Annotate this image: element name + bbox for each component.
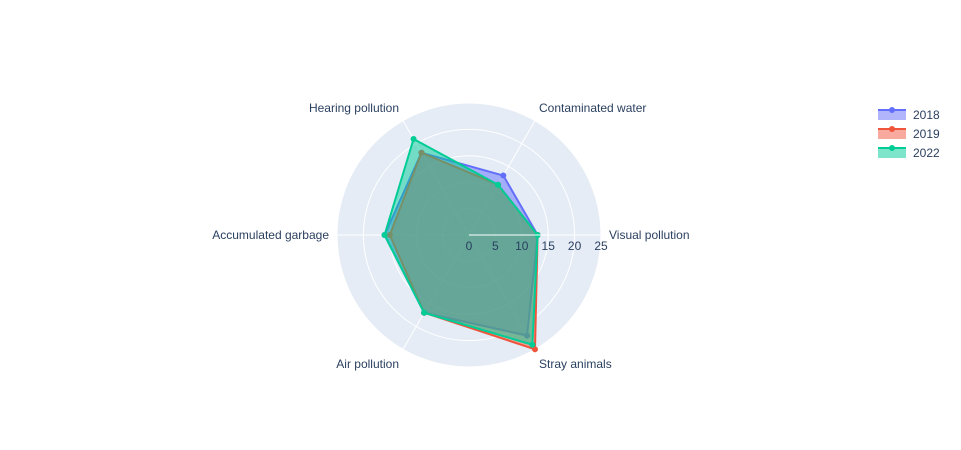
category-label: Visual pollution [609,228,690,242]
data-point [532,346,538,353]
legend-swatch [878,129,906,139]
legend-marker [889,145,895,151]
data-point [410,135,417,142]
data-point [381,232,388,238]
category-labels: Visual pollution Contaminated water Hearin… [212,101,689,371]
data-point [495,181,502,188]
category-label: Accumulated garbage [212,228,329,242]
legend-item-2018[interactable]: 2018 [878,107,940,122]
legend-marker [889,107,895,113]
category-label: Contaminated water [539,101,646,115]
legend-marker [889,126,895,132]
radial-tick-label: 5 [492,239,499,253]
legend-label: 2018 [913,108,940,122]
category-label: Stray animals [539,357,612,371]
legend-label: 2022 [913,146,940,160]
legend-swatch [878,110,906,120]
radial-tick-labels: 0 5 10 15 20 25 [466,234,608,253]
series-layer [381,135,541,353]
radial-tick-label: 25 [594,239,608,253]
radial-tick-label: 20 [568,239,582,253]
legend-item-2019[interactable]: 2019 [878,126,940,141]
data-point [529,341,536,348]
category-label: Air pollution [336,357,399,371]
legend[interactable]: 2018 2019 2022 [878,107,940,160]
category-label: Hearing pollution [309,101,399,115]
radial-tick-label: 0 [466,239,473,253]
legend-label: 2019 [913,127,940,141]
legend-swatch [878,148,906,158]
radial-tick-label: 10 [515,239,529,253]
data-point [500,172,507,179]
data-point [421,309,428,316]
legend-item-2022[interactable]: 2022 [878,145,940,160]
series-2022 [381,135,541,348]
radial-tick-label: 15 [542,239,556,253]
